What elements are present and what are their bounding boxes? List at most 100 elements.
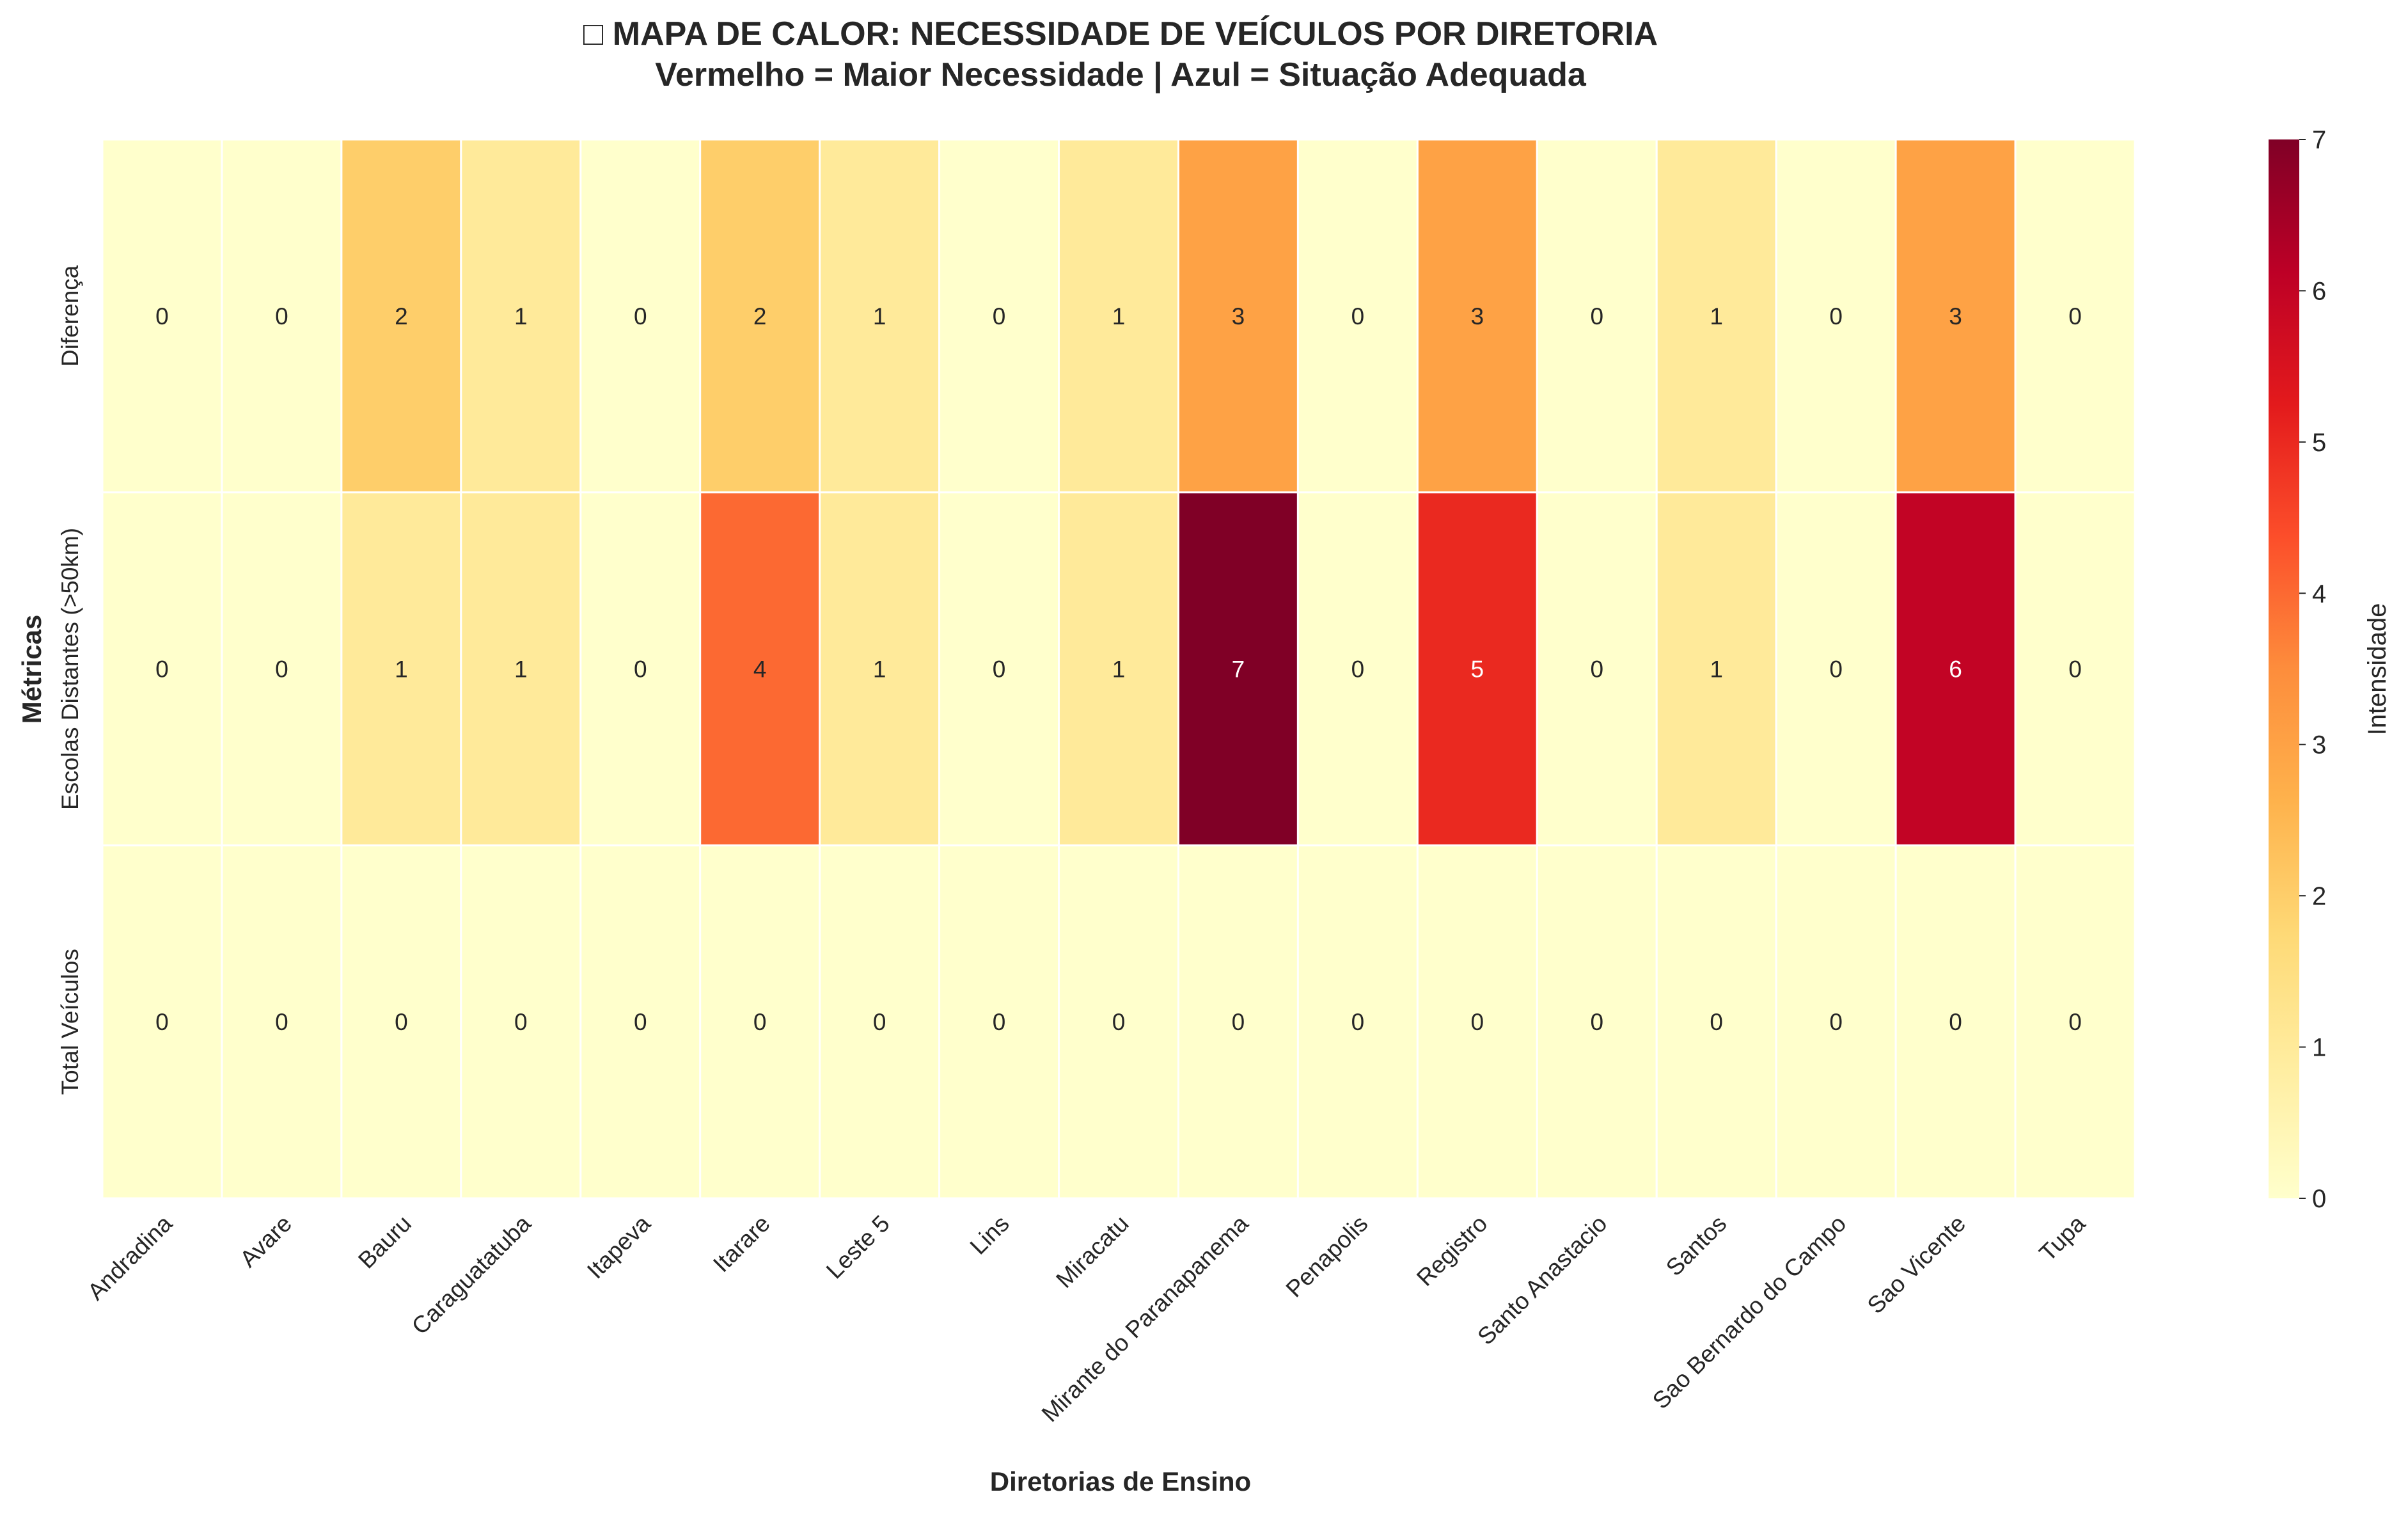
cell-value-label: 2: [395, 303, 408, 329]
cell-value-label: 0: [155, 656, 169, 683]
cell-value-label: 0: [993, 656, 1006, 683]
x-tick-label: Itapeva: [582, 1210, 656, 1283]
cell-value-label: 0: [2068, 656, 2082, 683]
y-tick-label: Total Veículos: [57, 949, 83, 1095]
colorbar-tick-label: 3: [2312, 731, 2326, 759]
heatmap-cell: [1416, 491, 1538, 846]
x-axis-title: Diretorias de Ensino: [990, 1466, 1251, 1496]
colorbar-tick-label: 4: [2312, 580, 2326, 608]
chart-subtitle: Vermelho = Maior Necessidade | Azul = Si…: [655, 56, 1587, 93]
x-tick-label: Miracatu: [1051, 1210, 1133, 1293]
heatmap-cell: [579, 844, 702, 1200]
cell-value-label: 0: [1351, 1009, 1365, 1035]
cell-value-label: 1: [873, 656, 886, 683]
cell-value-label: 3: [1949, 303, 1962, 329]
heatmap-cell: [938, 844, 1060, 1200]
heatmap-cell: [579, 138, 702, 494]
cell-value-label: 0: [634, 303, 647, 329]
heatmap-cell: [101, 844, 223, 1200]
colorbar-tick-label: 7: [2312, 126, 2326, 154]
heatmap-cell: [699, 844, 821, 1200]
cell-value-label: 0: [514, 1009, 528, 1035]
cell-value-label: 1: [1112, 303, 1126, 329]
heatmap-cell: [340, 138, 462, 494]
heatmap-cell: [460, 138, 582, 494]
x-tick-label: Registro: [1412, 1210, 1492, 1291]
heatmap-cell: [1296, 844, 1419, 1200]
cell-value-label: 0: [275, 656, 288, 683]
heatmap-cell: [460, 844, 582, 1200]
colorbar-tick-label: 0: [2312, 1185, 2326, 1213]
y-tick-label: Diferença: [57, 265, 83, 367]
cell-value-label: 4: [753, 656, 767, 683]
cell-value-label: 1: [514, 656, 528, 683]
x-tick-label: Penapolis: [1281, 1210, 1373, 1303]
cell-value-label: 1: [873, 303, 886, 329]
y-axis-title: Métricas: [17, 615, 47, 724]
heatmap-cell: [101, 491, 223, 846]
cell-value-label: 0: [753, 1009, 767, 1035]
cell-value-label: 0: [275, 1009, 288, 1035]
colorbar-tick-label: 5: [2312, 429, 2326, 457]
cell-value-label: 7: [1232, 656, 1245, 683]
cell-value-label: 0: [1590, 1009, 1603, 1035]
heatmap-cell: [221, 844, 343, 1200]
heatmap-cell: [1296, 491, 1419, 846]
cell-value-label: 0: [993, 1009, 1006, 1035]
colorbar: [2269, 139, 2299, 1198]
heatmap-cell: [101, 138, 223, 494]
x-tick-label: Lins: [965, 1210, 1014, 1260]
heatmap-cell: [221, 491, 343, 846]
cell-value-label: 0: [1829, 656, 1843, 683]
cell-value-label: 0: [1829, 303, 1843, 329]
heatmap-cell: [1775, 844, 1897, 1200]
cell-value-label: 0: [2068, 303, 2082, 329]
x-tick-label: Santo Anastacio: [1472, 1210, 1612, 1350]
heatmap-cell: [1058, 844, 1179, 1200]
heatmap-cell: [1775, 138, 1897, 494]
cell-value-label: 0: [155, 303, 169, 329]
cell-value-label: 0: [1112, 1009, 1126, 1035]
heatmap-cell: [819, 844, 941, 1200]
cell-value-label: 0: [2068, 1009, 2082, 1035]
x-tick-label: Bauru: [353, 1210, 416, 1274]
heatmap-cell: [1177, 491, 1299, 846]
heatmap-cell: [2014, 844, 2136, 1200]
x-tick-label: Santos: [1661, 1210, 1731, 1281]
cell-value-label: 1: [514, 303, 528, 329]
cell-value-label: 0: [275, 303, 288, 329]
heatmap-cell: [340, 844, 462, 1200]
cell-value-label: 0: [1351, 656, 1365, 683]
heatmap-cell: [1655, 138, 1777, 494]
heatmap-cell: [1536, 844, 1658, 1200]
heatmap-cell: [579, 491, 702, 846]
cell-value-label: 0: [1471, 1009, 1484, 1035]
heatmap-cell: [938, 491, 1060, 846]
x-tick-label: Avare: [235, 1210, 297, 1273]
heatmap-cell: [460, 491, 582, 846]
cell-value-label: 1: [1112, 656, 1126, 683]
heatmap-cell: [1894, 138, 2017, 494]
cell-value-label: 2: [753, 303, 767, 329]
cell-value-label: 0: [1710, 1009, 1723, 1035]
heatmap-cell: [1536, 138, 1658, 494]
colorbar-tick-label: 6: [2312, 277, 2326, 305]
chart-title: □ MAPA DE CALOR: NECESSIDADE DE VEÍCULOS…: [583, 15, 1658, 52]
y-tick-label: Escolas Distantes (>50km): [57, 528, 83, 810]
heatmap-cell: [2014, 138, 2136, 494]
colorbar-tick-label: 2: [2312, 882, 2326, 910]
colorbar-tick-label: 1: [2312, 1034, 2326, 1062]
x-tick-label: Andradina: [83, 1210, 178, 1305]
heatmap-cell: [1894, 844, 2017, 1200]
cell-value-label: 0: [993, 303, 1006, 329]
heatmap-cell: [699, 138, 821, 494]
x-tick-label: Mirante do Paranapanema: [1037, 1210, 1254, 1427]
cell-value-label: 6: [1949, 656, 1962, 683]
x-tick-label: Itarare: [708, 1210, 775, 1278]
cell-value-label: 1: [395, 656, 408, 683]
cell-value-label: 0: [1829, 1009, 1843, 1035]
x-tick-label: Sao Vicente: [1862, 1210, 1971, 1319]
cell-value-label: 3: [1232, 303, 1245, 329]
heatmap-cell: [938, 138, 1060, 494]
